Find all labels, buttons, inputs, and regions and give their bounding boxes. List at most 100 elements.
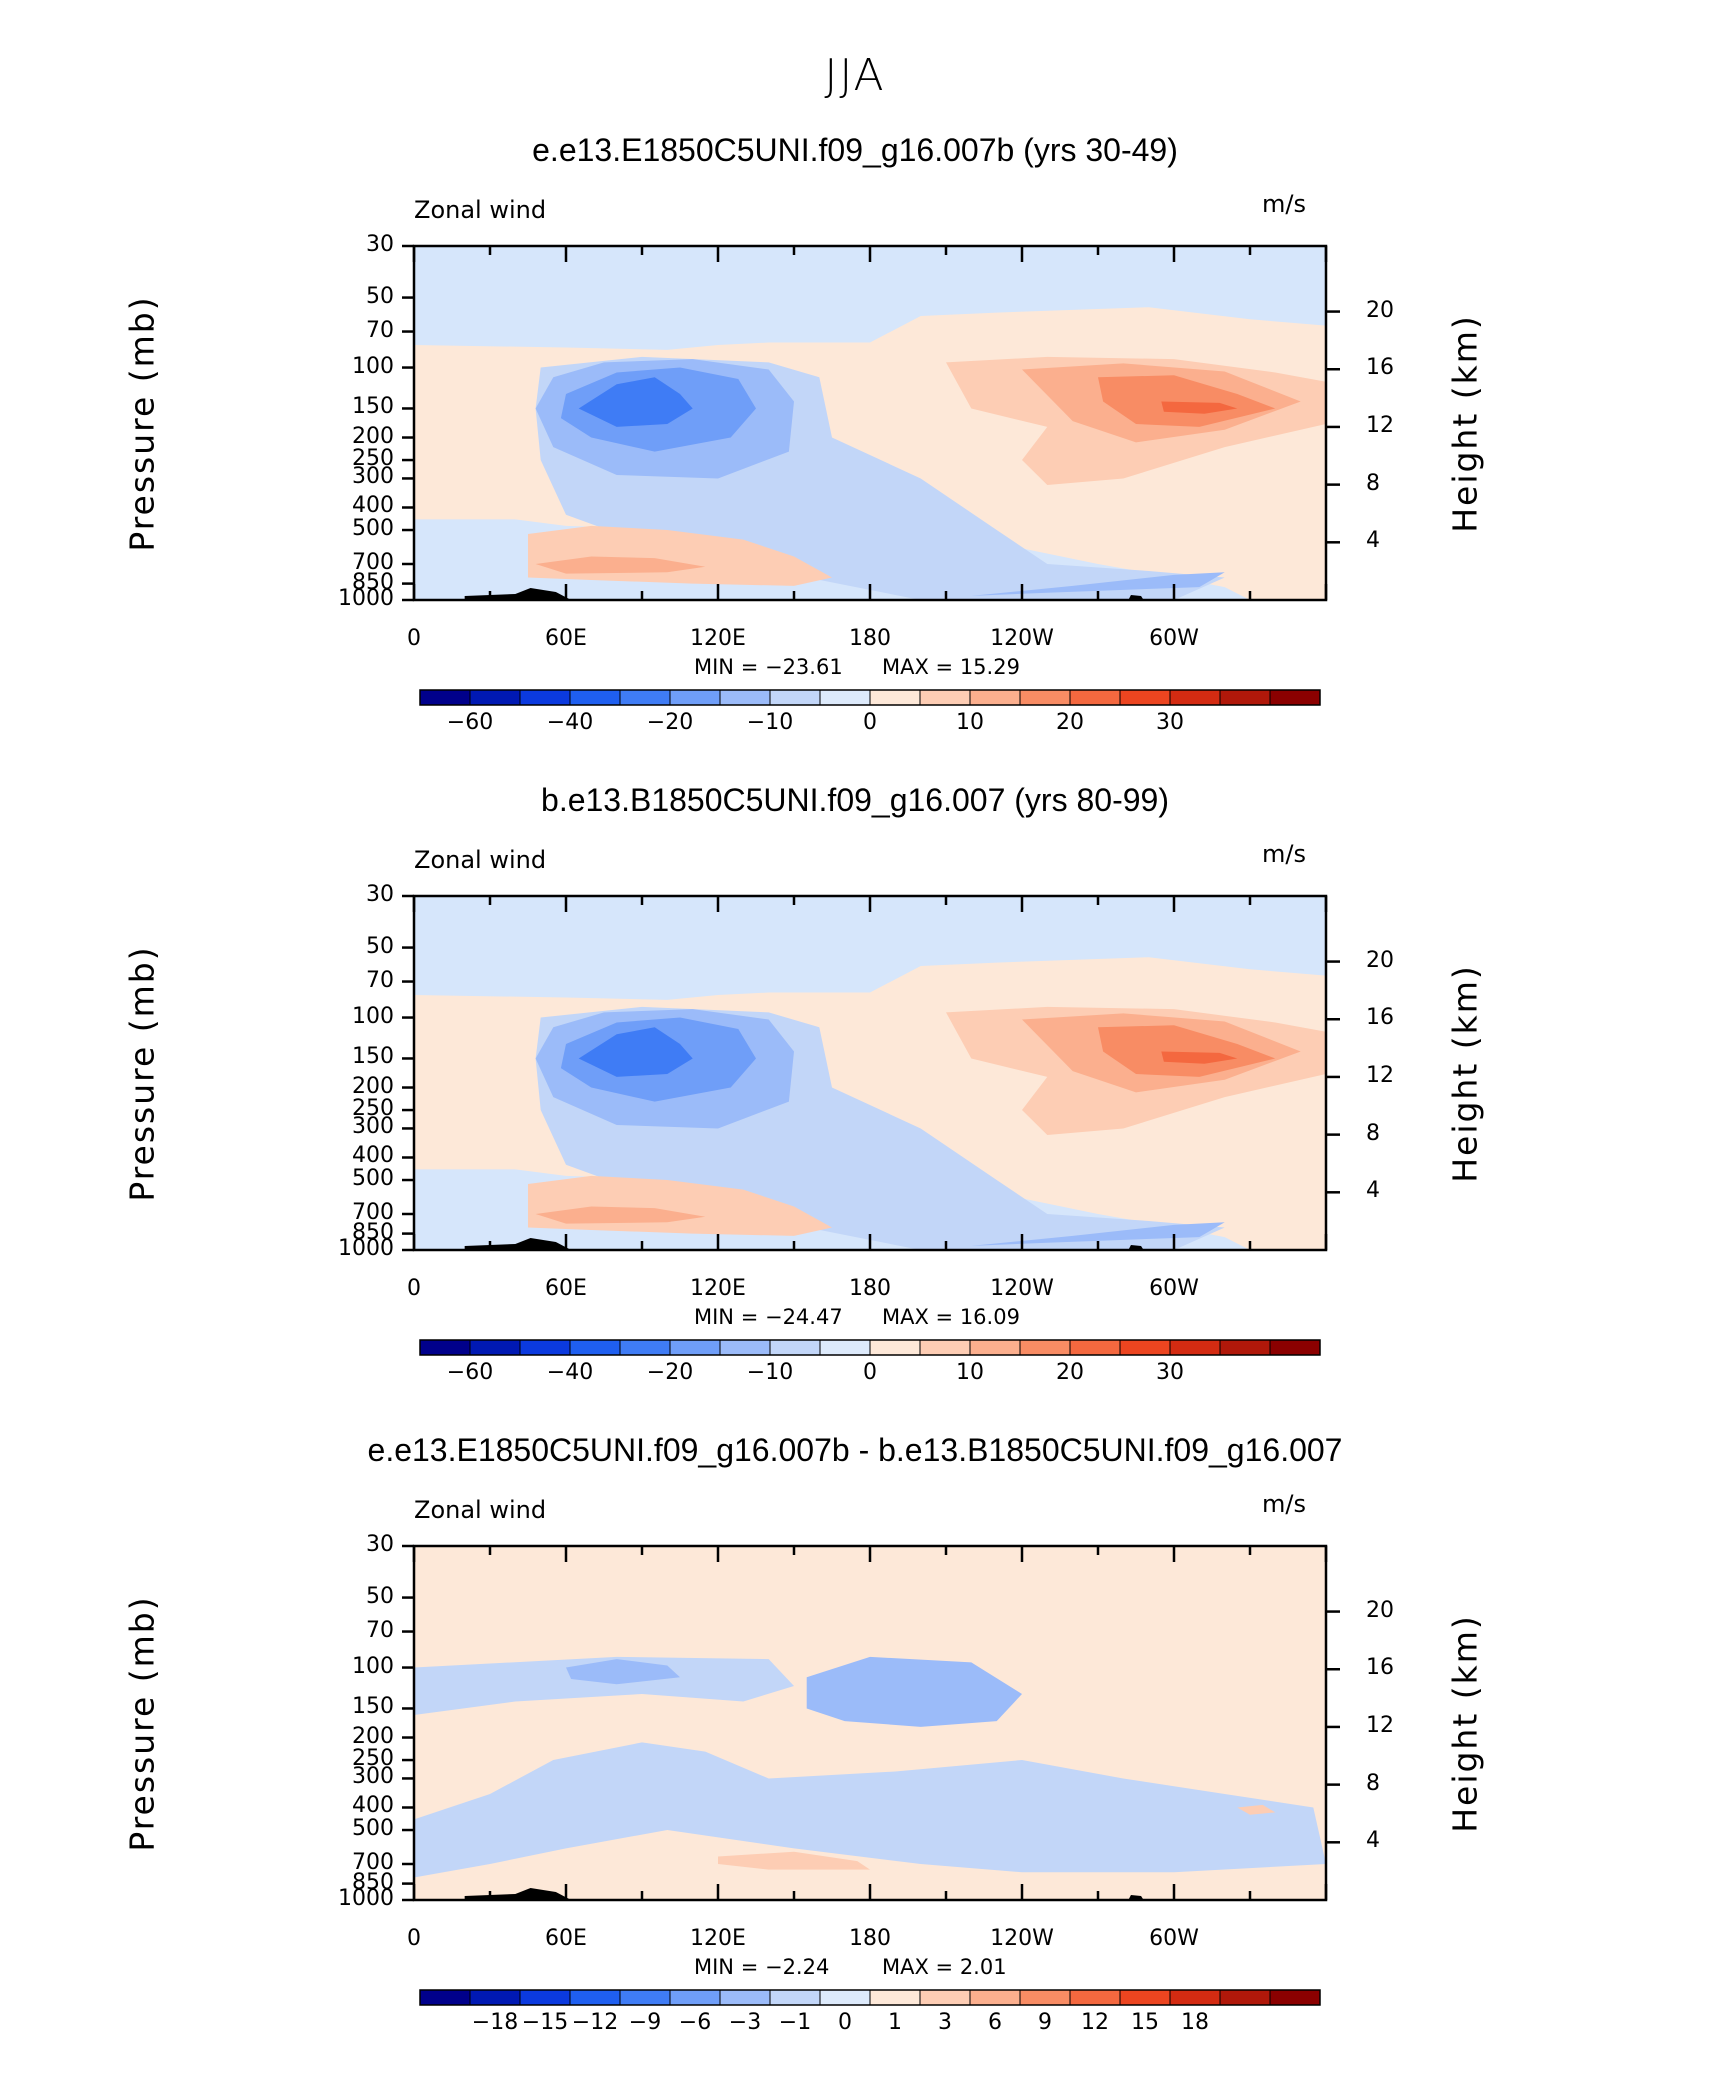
- x-tick-label: 60E: [545, 1926, 587, 1951]
- max-value: MAX = 16.09: [882, 1305, 1020, 1329]
- colorbar-swatch: [1169, 1989, 1221, 2006]
- contour-negative-b: [414, 1656, 794, 1715]
- panel-title: e.e13.E1850C5UNI.f09_g16.007b - b.e13.B1…: [367, 1432, 1343, 1468]
- colorbar-swatch: [969, 689, 1021, 706]
- colorbar-swatch: [1169, 1339, 1221, 1356]
- chart-panel-2: b.e13.B1850C5UNI.f09_g16.007 (yrs 80-99)…: [0, 782, 1710, 1440]
- height-tick-label: 8: [1366, 470, 1380, 496]
- colorbar-swatch: [1019, 689, 1071, 706]
- colorbar-swatch: [1119, 1989, 1171, 2006]
- colorbar-label: 30: [1156, 710, 1184, 735]
- variable-label: Zonal wind: [414, 1496, 547, 1524]
- colorbar-label: −40: [546, 710, 594, 735]
- colorbar-swatch: [919, 1339, 971, 1356]
- colorbar-swatch: [1219, 1339, 1271, 1356]
- y-tick-label: 850: [352, 569, 394, 595]
- max-value: MAX = 2.01: [882, 1955, 1007, 1979]
- height-tick-label: 12: [1366, 1712, 1394, 1738]
- contour-positive-5: [1098, 1025, 1276, 1077]
- colorbar-swatch: [719, 689, 771, 706]
- colorbar-swatch: [869, 1339, 921, 1356]
- colorbar-label: 10: [956, 1360, 984, 1385]
- colorbar-label: 6: [988, 2010, 1002, 2035]
- colorbar-swatch: [1269, 1989, 1321, 2006]
- colorbar-label: −20: [646, 710, 694, 735]
- colorbar-label: −40: [546, 1360, 594, 1385]
- min-value: MIN = −2.24: [694, 1955, 830, 1979]
- height-tick-label: 16: [1366, 1655, 1394, 1681]
- colorbar-swatch: [469, 689, 521, 706]
- colorbar-label: 0: [863, 710, 877, 735]
- y-tick-label: 700: [352, 1199, 394, 1225]
- colorbar-swatch: [419, 1339, 471, 1356]
- colorbar-swatch: [769, 1339, 821, 1356]
- y-tick-label: 100: [352, 1653, 394, 1679]
- y-tick-label: 300: [352, 1114, 394, 1140]
- height-tick-label: 20: [1366, 947, 1394, 973]
- y-tick-label: 400: [352, 493, 394, 519]
- y-tick-label: 700: [352, 1849, 394, 1875]
- height-tick-label: 20: [1366, 297, 1394, 323]
- contour-negative-4: [578, 377, 693, 427]
- min-value: MIN = −23.61: [694, 655, 843, 679]
- y-tick-label: 850: [352, 1219, 394, 1245]
- colorbar-label: 30: [1156, 1360, 1184, 1385]
- colorbar-swatch: [569, 689, 621, 706]
- topography-asia: [464, 1238, 572, 1250]
- colorbar-label: −6: [678, 2010, 712, 2035]
- colorbar-label: −60: [446, 710, 494, 735]
- contour-positive-6: [1161, 401, 1238, 414]
- colorbar-swatch: [919, 1989, 971, 2006]
- colorbar-swatch: [419, 689, 471, 706]
- colorbar-swatch: [1019, 1339, 1071, 1356]
- colorbar-frame: [419, 1989, 1321, 2006]
- contour-positive-2: [535, 1206, 706, 1224]
- colorbar-swatch: [469, 1989, 521, 2006]
- colorbar-swatch: [619, 689, 671, 706]
- y-tick-label: 300: [352, 1764, 394, 1790]
- colorbar-label: −3: [728, 2010, 762, 2035]
- y-tick-label: 1000: [338, 586, 394, 611]
- colorbar-label: 20: [1056, 710, 1084, 735]
- colorbar-frame: [419, 689, 1321, 706]
- x-tick-label: 120E: [690, 1926, 746, 1951]
- colorbar-swatch: [1219, 689, 1271, 706]
- colorbar-swatch: [519, 1339, 571, 1356]
- colorbar-swatch: [719, 1989, 771, 2006]
- colorbar-swatch: [1119, 689, 1171, 706]
- min-value: MIN = −24.47: [694, 1305, 843, 1329]
- y-tick-label: 100: [352, 1003, 394, 1029]
- colorbar-swatch: [819, 689, 871, 706]
- y-tick-label: 70: [366, 317, 394, 343]
- x-tick-label: 0: [407, 626, 421, 651]
- colorbar-label: −18: [471, 2010, 519, 2035]
- plot-area: [402, 244, 1340, 706]
- y-tick-label: 50: [366, 283, 394, 309]
- units-label: m/s: [1262, 1490, 1306, 1518]
- x-tick-label: 120W: [990, 1276, 1054, 1301]
- contour-positive-5: [1098, 375, 1276, 427]
- colorbar-swatch: [669, 1339, 721, 1356]
- panel-title: e.e13.E1850C5UNI.f09_g16.007b (yrs 30-49…: [532, 132, 1178, 168]
- colorbar-swatch: [1069, 689, 1121, 706]
- colorbar-swatch: [569, 1339, 621, 1356]
- colorbar-swatch: [669, 1989, 721, 2006]
- colorbar-label: −10: [746, 1360, 794, 1385]
- colorbar-swatch: [1019, 1989, 1071, 2006]
- units-label: m/s: [1262, 190, 1306, 218]
- panel-title: b.e13.B1850C5UNI.f09_g16.007 (yrs 80-99): [541, 782, 1169, 818]
- colorbar-swatch: [1069, 1989, 1121, 2006]
- y-tick-label: 500: [352, 516, 394, 542]
- y-tick-label: 200: [352, 1073, 394, 1099]
- colorbar-swatch: [469, 1339, 521, 1356]
- y-tick-label: 500: [352, 1166, 394, 1192]
- x-tick-label: 0: [407, 1276, 421, 1301]
- contour-negative-c: [566, 1659, 680, 1685]
- y-tick-label: 1000: [338, 1236, 394, 1261]
- height-tick-label: 8: [1366, 1770, 1380, 1796]
- colorbar-label: 10: [956, 710, 984, 735]
- y-tick-label: 70: [366, 967, 394, 993]
- colorbar-swatch: [569, 1989, 621, 2006]
- contour-positive-2: [535, 556, 706, 574]
- colorbar-swatch: [819, 1989, 871, 2006]
